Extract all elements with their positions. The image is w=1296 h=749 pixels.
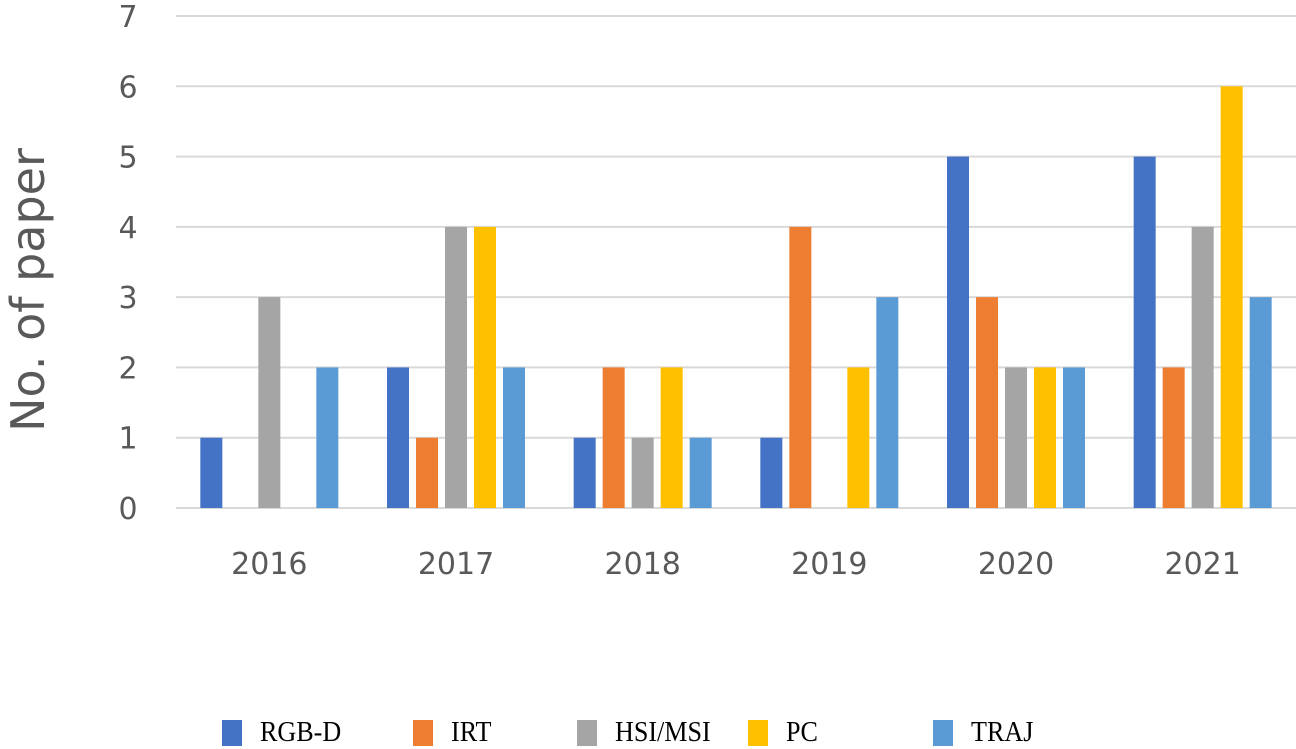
bar-hsi-msi-2017: [445, 226, 467, 508]
bar-hsi-msi-2018: [631, 437, 654, 508]
bar-traj-2018: [689, 437, 712, 508]
bar-traj-2016: [316, 367, 339, 508]
legend-item: TRAJ: [933, 716, 1040, 749]
bar-traj-2020: [1063, 367, 1085, 508]
legend-label: PC: [786, 716, 818, 748]
bar-rgb-d-2018: [573, 437, 596, 508]
bar-rgb-d-2020: [947, 156, 969, 509]
bar-irt-2017: [416, 437, 438, 508]
bar-hsi-msi-2020: [1005, 367, 1027, 508]
gridlines: [176, 15, 1296, 509]
legend-item: IRT: [413, 716, 496, 749]
bar-rgb-d-2021: [1133, 156, 1156, 509]
y-tick-label: 1: [118, 422, 137, 457]
y-tick-label: 6: [118, 70, 137, 105]
y-tick-label: 2: [118, 351, 137, 386]
bar-traj-2017: [503, 367, 525, 508]
y-tick-label: 0: [118, 492, 137, 527]
bar-pc-2019: [847, 367, 870, 508]
x-tick-label: 2019: [791, 547, 867, 582]
bars: [200, 86, 1272, 509]
bar-traj-2021: [1249, 297, 1272, 508]
legend-item: HSI/MSI: [577, 716, 721, 749]
y-tick-label: 3: [118, 281, 137, 316]
legend-label: HSI/MSI: [615, 716, 711, 748]
bar-rgb-d-2017: [387, 367, 409, 508]
bar-pc-2020: [1034, 367, 1056, 508]
x-tick-label: 2020: [978, 547, 1054, 582]
bar-pc-2021: [1220, 86, 1243, 509]
y-tick-label: 7: [118, 0, 137, 35]
bar-pc-2017: [474, 226, 496, 508]
legend-swatch: [748, 719, 768, 746]
bar-irt-2018: [602, 367, 625, 508]
y-tick-label: 4: [118, 211, 137, 246]
bar-irt-2020: [976, 297, 998, 508]
legend-item: PC: [748, 716, 821, 749]
bar-irt-2019: [789, 226, 812, 508]
bar-rgb-d-2016: [200, 437, 223, 508]
legend-item: RGB-D: [222, 716, 350, 749]
legend-swatch: [413, 719, 433, 746]
x-tick-label: 2018: [604, 547, 680, 582]
y-axis-ticks: 0 1 2 3 4 5 6 7: [118, 0, 137, 527]
legend-swatch: [222, 719, 242, 746]
y-tick-label: 5: [118, 141, 137, 176]
bar-hsi-msi-2016: [258, 297, 281, 508]
bar-pc-2018: [660, 367, 683, 508]
bar-hsi-msi-2021: [1191, 226, 1214, 508]
x-tick-label: 2021: [1164, 547, 1240, 582]
y-axis-label: No. of paper: [1, 148, 55, 432]
bar-rgb-d-2019: [760, 437, 783, 508]
bar-irt-2021: [1162, 367, 1185, 508]
legend-swatch: [933, 719, 953, 746]
bar-traj-2019: [876, 297, 899, 508]
legend-swatch: [577, 719, 597, 746]
x-tick-label: 2017: [418, 547, 494, 582]
x-tick-label: 2016: [231, 547, 307, 582]
legend-label: TRAJ: [971, 716, 1034, 748]
x-axis-ticks: 2016 2017 2018 2019 2020 2021: [231, 547, 1241, 582]
legend-label: RGB-D: [260, 716, 342, 748]
legend-label: IRT: [451, 716, 492, 748]
